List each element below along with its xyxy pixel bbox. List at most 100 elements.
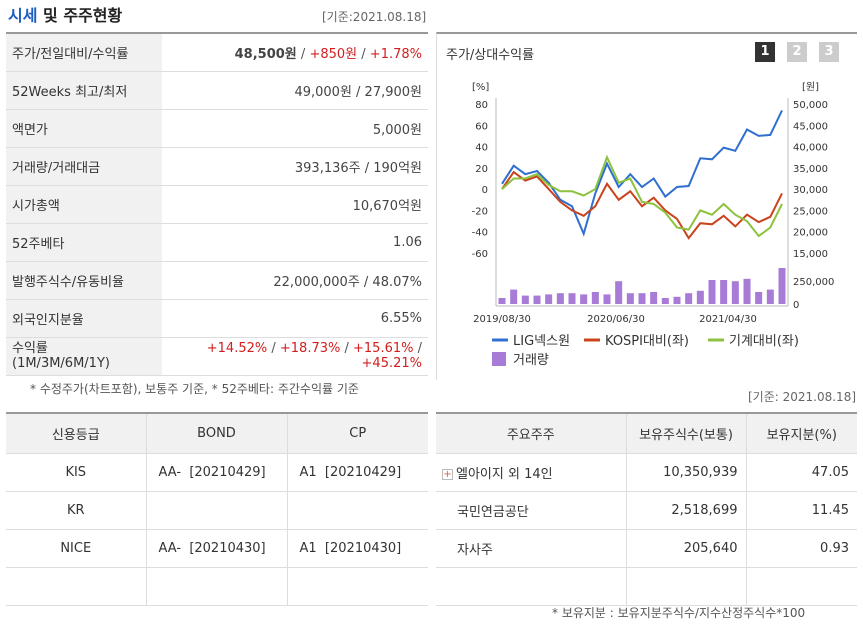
section-title-sub: 및 주주현황: [37, 6, 123, 25]
volume-bar: [650, 292, 658, 304]
volume-bar: [685, 293, 693, 304]
credit-cp: A1 [20210430]: [287, 529, 428, 568]
credit-row: KR: [6, 491, 428, 530]
volume-bar: [778, 268, 786, 304]
shareholder-table: 주요주주 보유주식수(보통) 보유지분(%) + 엘아이지 외 14인 10,35…: [436, 412, 857, 606]
quote-value: 49,000원 / 27,900원: [162, 71, 428, 110]
section-title: 시세 및 주주현황: [8, 2, 122, 26]
volume-bar: [708, 280, 716, 304]
expand-plus-icon[interactable]: +: [442, 468, 453, 480]
quote-row: 거래량/거래대금 393,136주 / 190억원: [6, 147, 428, 186]
credit-header: CP: [287, 413, 428, 454]
quote-value: 1.06: [162, 223, 428, 262]
volume-bar: [591, 292, 599, 304]
x-tick-label: 2019/08/30: [473, 314, 531, 325]
quote-label: 발행주식수/유동비율: [6, 261, 162, 300]
right-tick-label: 25,000: [793, 206, 828, 217]
legend-label: 기계대비(좌): [729, 334, 799, 349]
series-line-2: [501, 154, 783, 238]
share-count: [626, 567, 747, 606]
price-change: +850원: [309, 46, 358, 62]
right-tick-label: 20,000: [793, 228, 828, 239]
quote-row: 발행주식수/유동비율 22,000,000주 / 48.07%: [6, 261, 428, 300]
credit-cp: [287, 567, 428, 606]
share-holder-name[interactable]: 엘아이지 외 14인: [456, 466, 553, 482]
share-pct: 0.93: [746, 529, 857, 568]
share-header-row: 주요주주 보유주식수(보통) 보유지분(%): [436, 413, 857, 454]
section-title-main: 시세: [8, 6, 38, 25]
left-tick-label: -60: [472, 249, 488, 260]
return-1y: +45.21%: [361, 356, 422, 371]
share-pct: [746, 567, 857, 606]
quote-row: 주가/전일대비/수익률 48,500원 / +850원 / +1.78%: [6, 33, 428, 72]
credit-bond: [146, 491, 288, 530]
quote-value: 22,000,000주 / 48.07%: [162, 261, 428, 300]
volume-bar: [545, 294, 553, 304]
left-axis-unit: [%]: [472, 82, 489, 93]
returns-value: +14.52% / +18.73% / +15.61% / +45.21%: [162, 337, 428, 376]
share-row: 국민연금공단 2,518,699 11.45: [436, 491, 857, 530]
base-date: [기준:2021.08.18]: [322, 10, 427, 24]
volume-bar: [568, 293, 576, 304]
left-tick-label: -20: [472, 206, 488, 217]
volume-bar: [720, 280, 728, 304]
quote-value: 5,000원: [162, 109, 428, 148]
credit-bond: AA- [20210430]: [146, 529, 288, 568]
quote-footnote: * 수정주가(차트포함), 보통주 기준, * 52주베타: 주간수익률 기준: [30, 382, 359, 396]
share-header: 보유주식수(보통): [626, 413, 747, 454]
share-header: 주요주주: [436, 413, 627, 454]
returns-label-periods: (1M/3M/6M/1Y): [12, 356, 110, 371]
left-tick-label: 40: [475, 143, 488, 154]
chart-page-3-button[interactable]: 3: [819, 42, 839, 62]
quote-label: 주가/전일대비/수익률: [6, 33, 162, 72]
quote-row: 52Weeks 최고/최저 49,000원 / 27,900원: [6, 71, 428, 110]
share-row: [436, 567, 857, 606]
share-base-date: [기준: 2021.08.18]: [748, 390, 857, 404]
x-tick-label: 2020/06/30: [587, 314, 645, 325]
volume-bar: [626, 293, 634, 304]
share-count: 10,350,939: [626, 453, 747, 492]
chart-page-2-button[interactable]: 2: [787, 42, 807, 62]
left-tick-label: 0: [482, 185, 488, 196]
quote-row: 외국인지분율 6.55%: [6, 299, 428, 338]
return-6m: +15.61%: [353, 341, 414, 356]
credit-agency: [6, 567, 147, 606]
chart-page-1-button[interactable]: 1: [755, 42, 775, 62]
quote-value: 48,500원 / +850원 / +1.78%: [162, 33, 428, 72]
credit-bond: [146, 567, 288, 606]
share-pct: 11.45: [746, 491, 857, 530]
volume-bar: [580, 294, 588, 304]
share-pct: 47.05: [746, 453, 857, 492]
right-tick-label: 15,000: [793, 249, 828, 260]
share-holder: 자사주: [436, 529, 627, 568]
credit-cp: A1 [20210429]: [287, 453, 428, 492]
credit-header: BOND: [146, 413, 288, 454]
quote-label: 거래량/거래대금: [6, 147, 162, 186]
returns-label-main: 수익률: [12, 341, 48, 356]
legend-label: 거래량: [513, 353, 549, 368]
returns-label: 수익률 (1M/3M/6M/1Y): [6, 337, 162, 376]
volume-bar: [510, 289, 518, 304]
credit-agency: KIS: [6, 453, 147, 492]
left-tick-label: 60: [475, 121, 488, 132]
credit-header: 신용등급: [6, 413, 147, 454]
quote-value: 393,136주 / 190억원: [162, 147, 428, 186]
quote-table: 주가/전일대비/수익률 48,500원 / +850원 / +1.78% 52W…: [6, 32, 428, 376]
volume-bar: [731, 281, 739, 304]
share-holder[interactable]: + 엘아이지 외 14인: [436, 453, 627, 492]
volume-bar: [533, 295, 541, 304]
quote-label: 외국인지분율: [6, 299, 162, 338]
returns-row: 수익률 (1M/3M/6M/1Y) +14.52% / +18.73% / +1…: [6, 337, 428, 376]
legend-label: LIG넥스원: [513, 334, 570, 349]
quote-label: 시가총액: [6, 185, 162, 224]
share-header: 보유지분(%): [746, 413, 857, 454]
right-tick-label: 45,000: [793, 121, 828, 132]
volume-bar: [661, 298, 669, 304]
share-holder: [436, 567, 627, 606]
series-line-0: [501, 109, 783, 237]
quote-label: 52Weeks 최고/최저: [6, 71, 162, 110]
share-holder: 국민연금공단: [436, 491, 627, 530]
credit-bond: AA- [20210429]: [146, 453, 288, 492]
share-footnote: * 보유지분 : 보유지분주식수/지수산정주식수*100: [552, 606, 806, 620]
legend-swatch: [492, 352, 506, 366]
